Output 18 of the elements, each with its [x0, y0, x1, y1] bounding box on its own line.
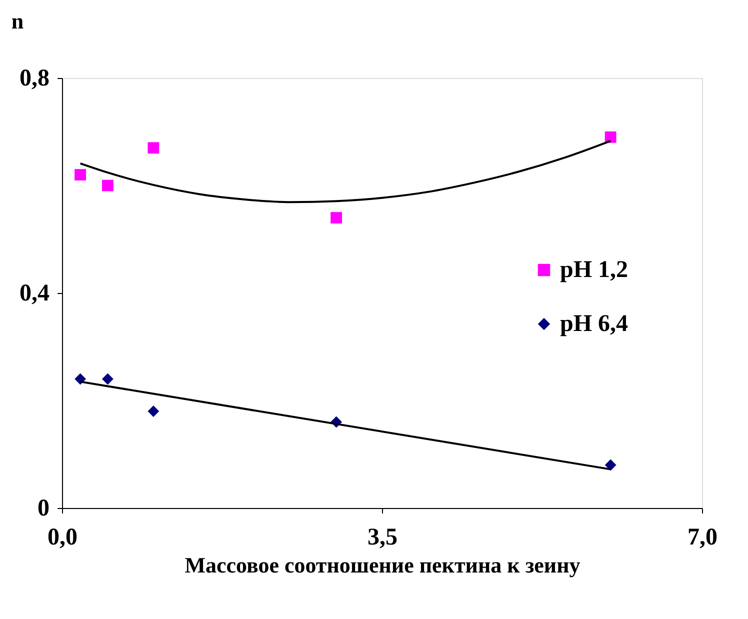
point [604, 131, 616, 143]
point [102, 373, 114, 385]
y-axis-title: n [11, 8, 24, 34]
point [148, 142, 160, 154]
y-tick-label: 0,4 [20, 280, 50, 306]
x-tick-label: 7,0 [688, 524, 718, 550]
point [74, 169, 86, 180]
point [330, 212, 342, 224]
x-tick-label: 3,5 [368, 524, 398, 550]
legend-label: pH 6,4 [560, 311, 628, 337]
x-tick-label: 0,0 [48, 524, 78, 550]
y-tick-label: 0 [38, 496, 50, 522]
x-axis-title: Массовое соотношение пектина к зеину [184, 552, 580, 578]
point [102, 180, 114, 192]
point [604, 459, 616, 471]
point [148, 406, 160, 417]
legend-label: pH 1,2 [560, 257, 628, 283]
y-tick-label: 0,8 [20, 66, 50, 92]
